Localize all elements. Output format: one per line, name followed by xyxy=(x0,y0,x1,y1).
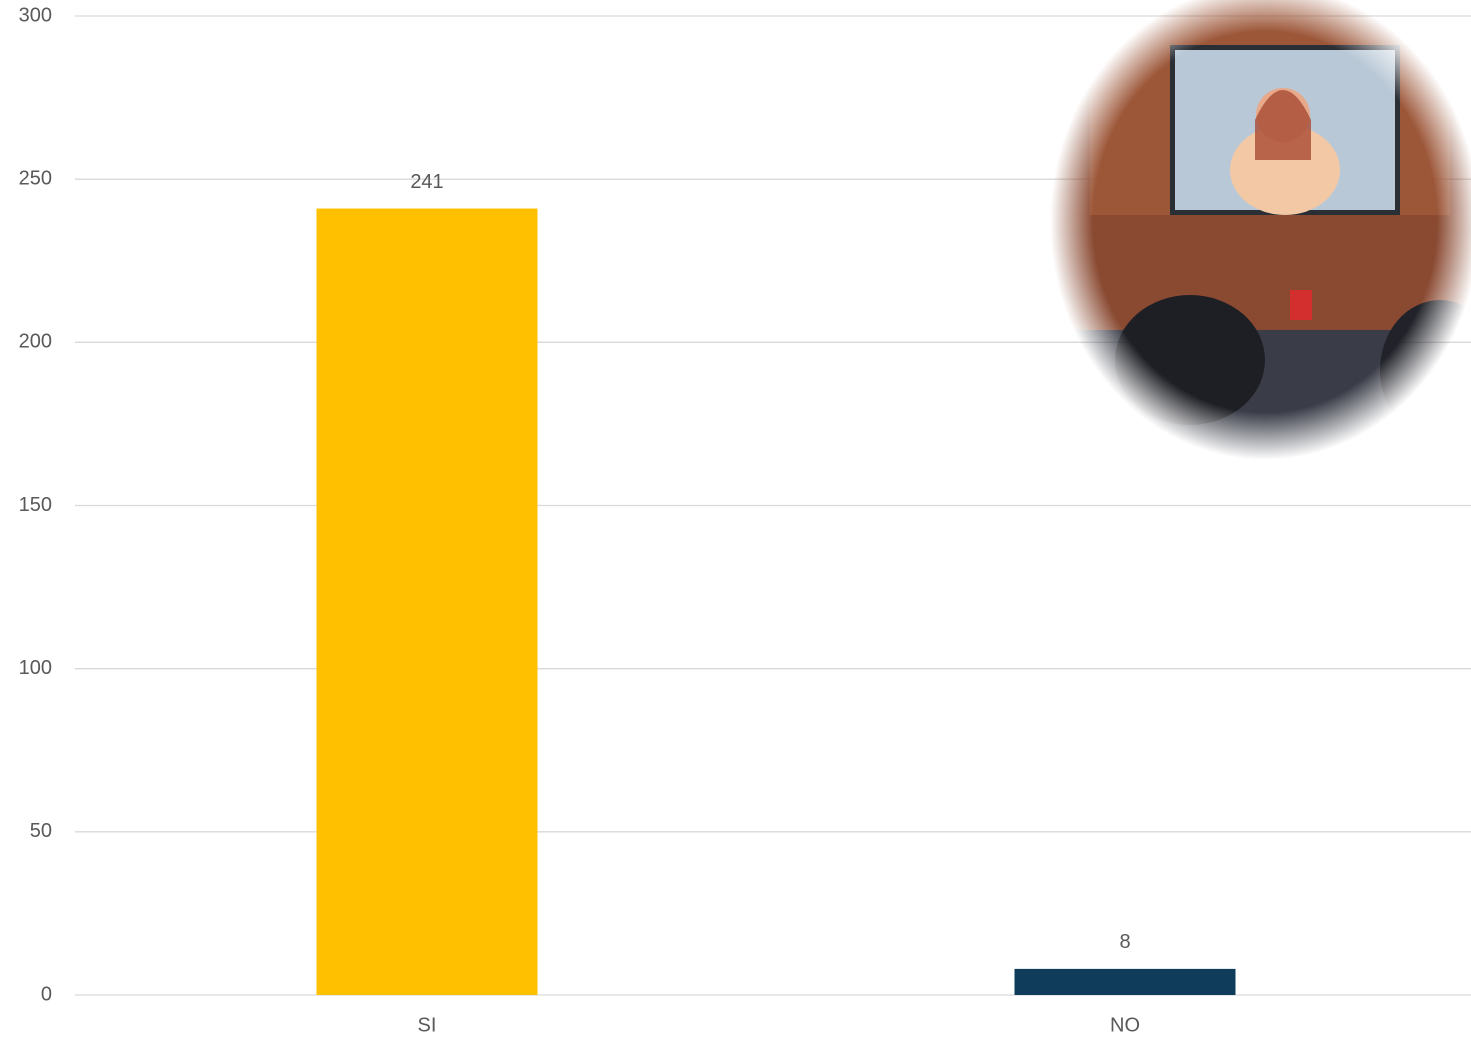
x-tick-label: SI xyxy=(418,1014,437,1036)
bar xyxy=(316,208,538,995)
y-tick-label: 100 xyxy=(19,657,52,679)
data-label: 241 xyxy=(410,171,443,193)
y-tick-label: 200 xyxy=(19,331,52,353)
data-label: 8 xyxy=(1119,931,1130,953)
bar xyxy=(1014,968,1236,995)
photo xyxy=(1040,0,1471,470)
grid xyxy=(75,15,1471,996)
y-tick-label: 150 xyxy=(19,494,52,516)
y-tick-label: 300 xyxy=(19,4,52,26)
y-tick-label: 50 xyxy=(30,820,52,842)
plot-area: 0 50 100 150 200 250 300 SI 241 NO 8 xyxy=(19,4,1236,1036)
y-tick-label: 250 xyxy=(19,167,52,189)
x-tick-label: NO xyxy=(1110,1014,1140,1036)
y-tick-label: 0 xyxy=(41,983,52,1005)
